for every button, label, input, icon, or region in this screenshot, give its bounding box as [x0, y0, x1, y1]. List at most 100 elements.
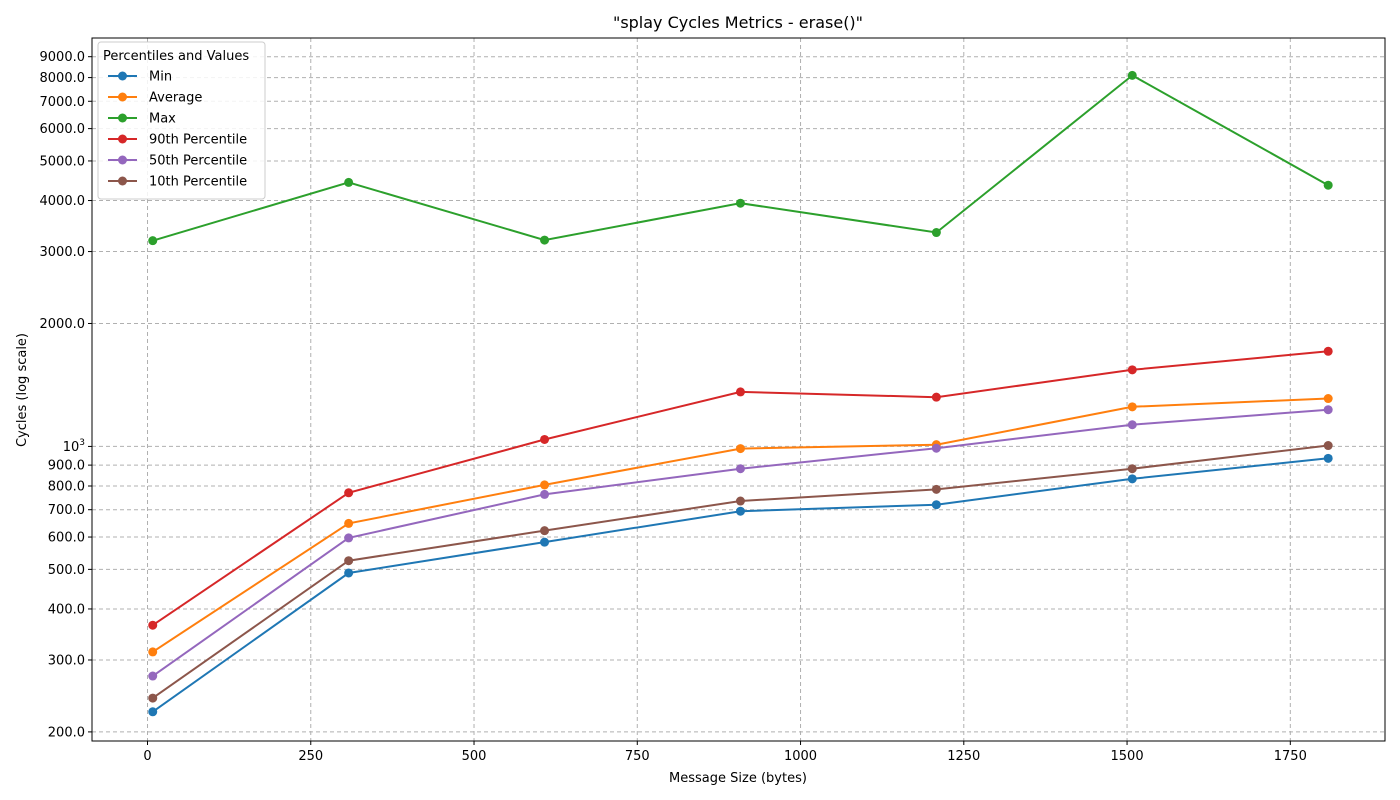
- legend-label: 50th Percentile: [149, 154, 247, 169]
- data-point: [931, 443, 941, 453]
- legend-marker: [118, 113, 127, 123]
- data-point: [344, 556, 354, 566]
- legend-marker: [118, 134, 127, 144]
- y-tick-label: 400.0: [48, 602, 85, 617]
- data-point: [1127, 365, 1137, 375]
- y-tick-label: 500.0: [48, 563, 85, 578]
- data-point: [1127, 402, 1137, 412]
- legend-marker: [118, 71, 127, 81]
- y-tick-label: 3000.0: [40, 245, 86, 260]
- data-point: [735, 444, 745, 454]
- series-90th-percentile: [148, 346, 1333, 630]
- data-point: [931, 228, 941, 238]
- y-tick-label: 900.0: [48, 459, 85, 474]
- x-tick-label: 1500: [1111, 749, 1144, 764]
- x-tick-label: 0: [143, 749, 151, 764]
- y-tick-label: 200.0: [48, 725, 85, 740]
- data-point: [148, 693, 158, 703]
- x-tick-label: 750: [625, 749, 650, 764]
- axis-ticks: 0 250 500 750 1000 1250 1500 1750 200.0 300.0 400.…: [40, 50, 1307, 764]
- series-average: [148, 394, 1333, 657]
- data-point: [540, 434, 550, 444]
- legend: Percentiles and Values Min Average Max 90th…: [97, 41, 266, 200]
- data-point: [344, 533, 354, 543]
- legend-box: [97, 41, 266, 200]
- legend-item: 10th Percentile: [108, 175, 247, 190]
- y-tick-label: 2000.0: [40, 317, 86, 332]
- legend-title: Percentiles and Values: [103, 49, 249, 64]
- data-point: [1127, 464, 1137, 474]
- data-point: [344, 177, 354, 187]
- data-point: [1323, 180, 1333, 190]
- data-point: [1127, 420, 1137, 430]
- data-point: [148, 647, 158, 657]
- series-layer: [148, 70, 1333, 717]
- data-point: [931, 500, 941, 510]
- data-point: [148, 236, 158, 246]
- y-tick-label: 9000.0: [40, 50, 86, 65]
- data-point: [540, 235, 550, 245]
- legend-item: Average: [108, 91, 202, 106]
- data-point: [540, 537, 550, 547]
- data-point: [344, 568, 354, 578]
- series-min: [148, 453, 1333, 717]
- data-point: [735, 198, 745, 208]
- y-tick-label: 700.0: [48, 503, 85, 518]
- legend-label: 10th Percentile: [149, 175, 247, 190]
- data-point: [931, 484, 941, 494]
- y-tick-label: 300.0: [48, 653, 85, 668]
- data-point: [735, 464, 745, 474]
- legend-label: Min: [149, 70, 172, 85]
- series-10th-percentile: [148, 441, 1333, 703]
- data-point: [148, 671, 158, 681]
- y-tick-label: 4000.0: [40, 194, 86, 209]
- data-point: [1323, 346, 1333, 356]
- y-axis-label: Cycles (log scale): [15, 333, 30, 447]
- legend-marker: [118, 155, 127, 165]
- data-point: [931, 392, 941, 402]
- data-point: [344, 518, 354, 528]
- y-tick-label: 8000.0: [40, 71, 86, 86]
- data-point: [735, 496, 745, 506]
- data-point: [540, 526, 550, 536]
- y-tick-label: 600.0: [48, 531, 85, 546]
- legend-label: Max: [149, 112, 176, 127]
- series-50th-percentile: [148, 405, 1333, 681]
- x-tick-label: 1750: [1274, 749, 1307, 764]
- data-point: [148, 620, 158, 630]
- legend-label: Average: [149, 91, 202, 106]
- data-point: [1323, 394, 1333, 404]
- plot-frame: [91, 37, 1386, 742]
- y-tick-label: 800.0: [48, 480, 85, 495]
- x-tick-label: 1000: [784, 749, 817, 764]
- data-point: [344, 488, 354, 498]
- data-point: [148, 707, 158, 717]
- legend-item: Min: [108, 70, 172, 85]
- legend-item: 50th Percentile: [108, 154, 247, 169]
- x-tick-label: 1250: [947, 749, 980, 764]
- x-axis-label: Message Size (bytes): [669, 771, 807, 786]
- legend-item: Max: [108, 112, 176, 127]
- data-point: [735, 506, 745, 516]
- y-tick-label: 7000.0: [40, 95, 86, 110]
- data-point: [735, 387, 745, 397]
- data-point: [1127, 70, 1137, 80]
- data-point: [540, 480, 550, 490]
- data-point: [1127, 474, 1137, 484]
- legend-marker: [118, 92, 127, 102]
- data-point: [1323, 405, 1333, 415]
- x-tick-label: 500: [462, 749, 487, 764]
- legend-label: 90th Percentile: [149, 133, 247, 148]
- y-tick-label: 103: [63, 438, 85, 455]
- x-tick-label: 250: [298, 749, 323, 764]
- legend-items: Min Average Max 90th Percentile 50th Percent…: [108, 70, 247, 190]
- series-max: [148, 70, 1333, 246]
- data-point: [1323, 441, 1333, 451]
- y-tick-label: 6000.0: [40, 122, 86, 137]
- chart-title: "splay Cycles Metrics - erase()": [613, 13, 863, 32]
- legend-item: 90th Percentile: [108, 133, 247, 148]
- y-tick-label: 5000.0: [40, 154, 86, 169]
- data-point: [1323, 453, 1333, 463]
- legend-marker: [118, 176, 127, 186]
